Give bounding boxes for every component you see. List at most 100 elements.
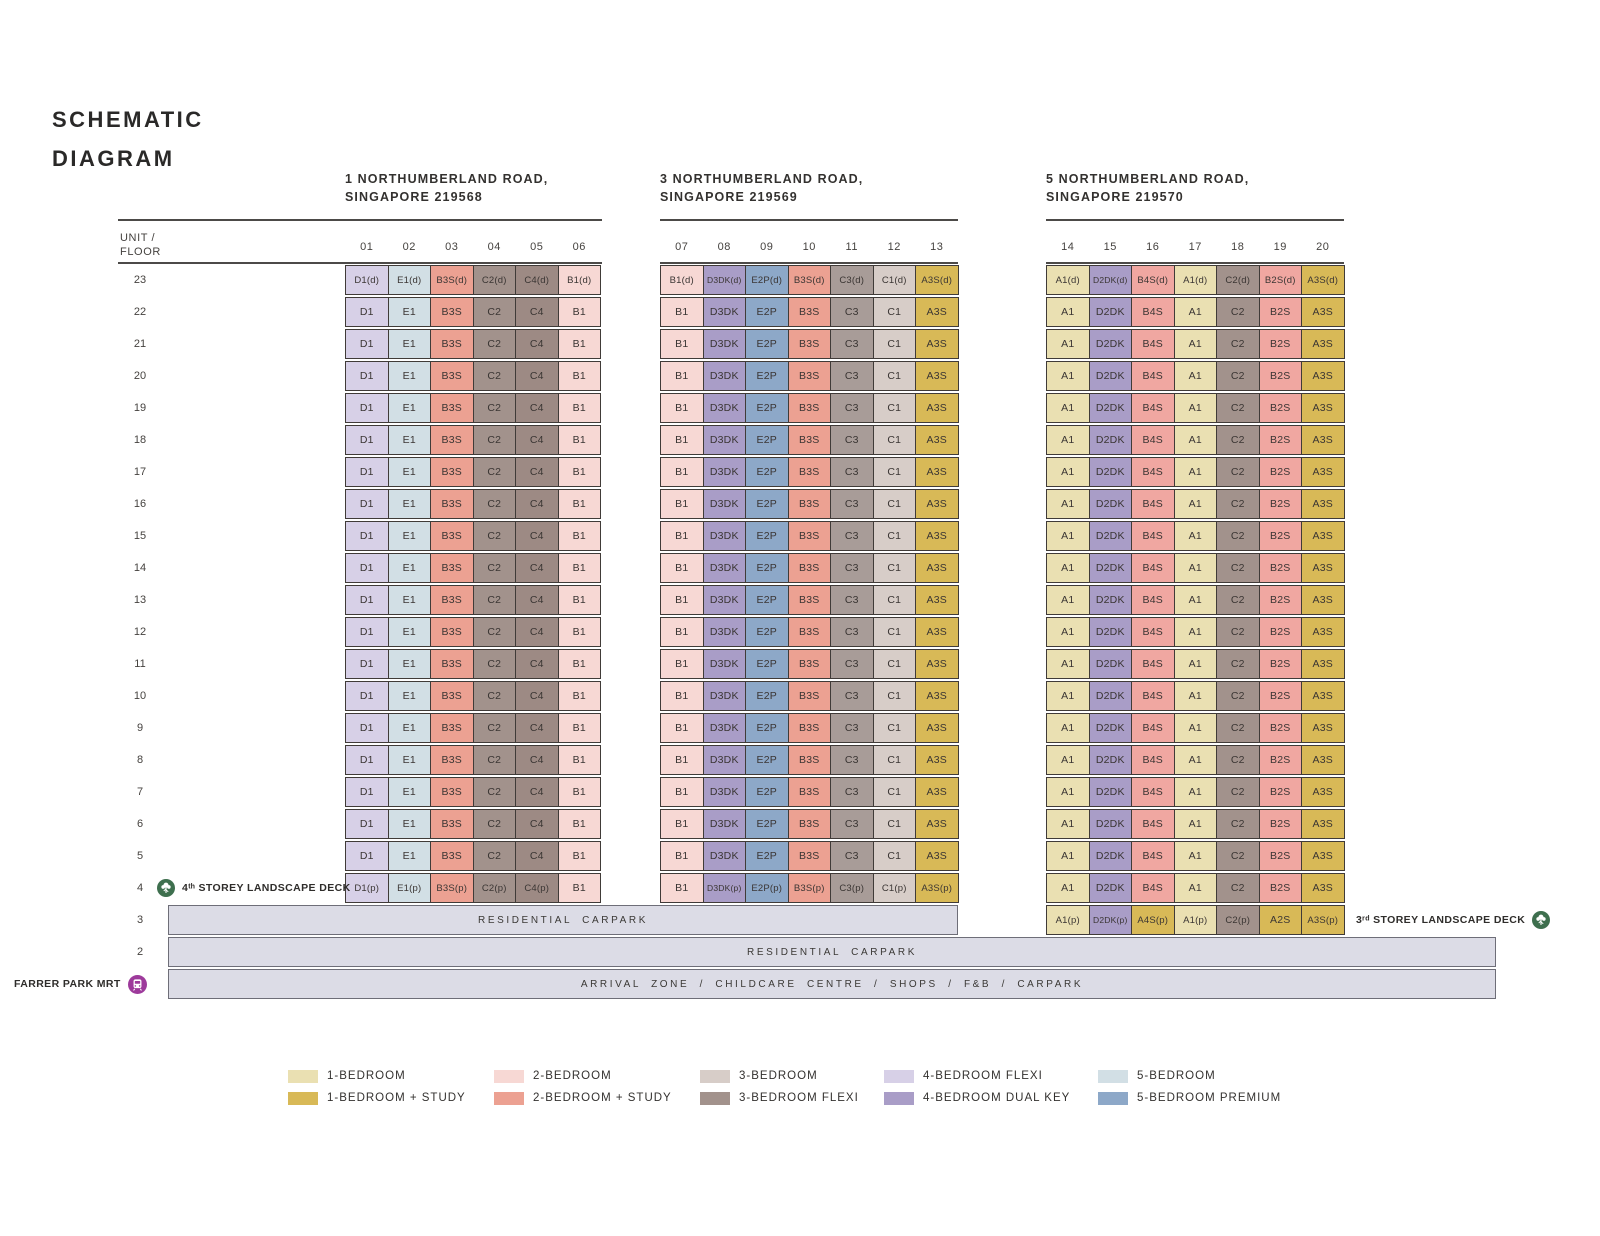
floor-row: D1 E1 B3S C2 C4 B1 [345, 777, 601, 807]
tower2-address-line2: SINGAPORE 219569 [660, 190, 798, 204]
deck4-annotation: 4ᵗʰ STOREY LANDSCAPE DECK [157, 873, 351, 903]
unit-cell: B3S(p) [430, 873, 474, 903]
unit-cell: B2S [1258, 841, 1302, 871]
unit-cell: C1 [872, 329, 916, 359]
unit-cell: C3 [830, 617, 874, 647]
unit-cell: D2DK(p) [1088, 905, 1132, 935]
unit-cell: A3S(d) [915, 265, 959, 295]
floor-row: B1 D3DK E2P B3S C3 C1 A3S [660, 553, 959, 583]
unit-cell: A3S [1301, 425, 1345, 455]
floor-row: A1 D2DK B4S A1 C2 B2S A3S [1046, 361, 1345, 391]
legend-swatch [700, 1091, 730, 1105]
unit-cell: A1 [1046, 841, 1090, 871]
unit-cell: C3 [830, 393, 874, 423]
floor-row: D1 E1 B3S C2 C4 B1 [345, 425, 601, 455]
legend-item: 4-BEDROOM DUAL KEY [884, 1091, 1070, 1105]
unit-floor-line1: UNIT / [120, 232, 156, 244]
legend-label: 4-BEDROOM DUAL KEY [923, 1092, 1071, 1104]
unit-cell: C3 [830, 585, 874, 615]
unit-cell: C4 [515, 617, 559, 647]
unit-cell: A1 [1173, 489, 1217, 519]
unit-cell: C2 [1216, 617, 1260, 647]
unit-cell: D2DK [1088, 681, 1132, 711]
floor-row: D1 E1 B3S C2 C4 B1 [345, 649, 601, 679]
unit-cell: D2DK [1088, 457, 1132, 487]
unit-cell: C3 [830, 809, 874, 839]
floor-row: A1 D2DK B4S A1 C2 B2S A3S [1046, 297, 1345, 327]
legend-swatch [494, 1091, 524, 1105]
unit-cell: B1 [557, 841, 601, 871]
unit-cell: B1 [660, 489, 704, 519]
floor-row: D1 E1 B3S C2 C4 B1 [345, 329, 601, 359]
unit-cell: B3S [430, 617, 474, 647]
floor-row: B1 D3DK E2P B3S C3 C1 A3S [660, 457, 959, 487]
floor-number: 23 [133, 274, 147, 286]
unit-cell: A1 [1173, 809, 1217, 839]
unit-cell: A1 [1046, 585, 1090, 615]
legend-item: 4-BEDROOM FLEXI [884, 1069, 1043, 1083]
floor-row: D1(p) E1(p) B3S(p) C2(p) C4(p) B1 [345, 873, 601, 903]
unit-cell: A1 [1046, 297, 1090, 327]
unit-cell: B1 [557, 393, 601, 423]
floor-row: D1 E1 B3S C2 C4 B1 [345, 585, 601, 615]
unit-cell: C3 [830, 457, 874, 487]
arrival-zone-band-label: ARRIVAL ZONE / CHILDCARE CENTRE / SHOPS … [580, 978, 1084, 990]
unit-cell: E1 [387, 745, 431, 775]
unit-cell: C2 [472, 777, 516, 807]
tower3-address: 5 NORTHUMBERLAND ROAD, SINGAPORE 219570 [1046, 170, 1249, 206]
unit-cell: C2 [1216, 457, 1260, 487]
legend-label: 2-BEDROOM + STUDY [533, 1092, 672, 1104]
legend-swatch [884, 1091, 914, 1105]
unit-cell: C4(p) [515, 873, 559, 903]
unit-cell: A3S(p) [1301, 905, 1345, 935]
unit-cell: A3S [915, 841, 959, 871]
unit-cell: B2S [1258, 553, 1302, 583]
floor-row: A1 D2DK B4S A1 C2 B2S A3S [1046, 617, 1345, 647]
unit-cell: C4 [515, 649, 559, 679]
unit-cell: E2P(p) [745, 873, 789, 903]
carpark-band-floor2-label: RESIDENTIAL CARPARK [747, 946, 917, 958]
unit-cell: B4S [1131, 297, 1175, 327]
unit-cell: D3DK [702, 361, 746, 391]
unit-cell: B1 [557, 809, 601, 839]
tower2-header-rule [660, 219, 958, 221]
unit-cell: E2P [745, 425, 789, 455]
unit-cell: B1 [557, 361, 601, 391]
unit-cell: A1 [1046, 617, 1090, 647]
unit-cell: A1 [1173, 585, 1217, 615]
legend-label: 4-BEDROOM FLEXI [923, 1070, 1043, 1082]
unit-cell: C2 [472, 809, 516, 839]
unit-cell: D3DK [702, 777, 746, 807]
unit-cell: D3DK [702, 585, 746, 615]
legend-item: 3-BEDROOM [700, 1069, 818, 1083]
unit-cell: C2 [472, 329, 516, 359]
unit-cell: D2DK [1088, 649, 1132, 679]
unit-cell: C2 [472, 681, 516, 711]
unit-cell: B1 [660, 809, 704, 839]
unit-cell: A3S [1301, 681, 1345, 711]
unit-cell: D2DK [1088, 585, 1132, 615]
unit-cell: A3S [915, 617, 959, 647]
floor-row: B1 D3DK E2P B3S C3 C1 A3S [660, 425, 959, 455]
unit-cell: B2S [1258, 617, 1302, 647]
unit-cell: E1 [387, 809, 431, 839]
floor-number: 12 [133, 626, 147, 638]
carpark-band-floor3-label: RESIDENTIAL CARPARK [478, 914, 648, 926]
unit-cell: B1 [557, 873, 601, 903]
unit-cell: B4S [1131, 361, 1175, 391]
unit-cell: D2DK [1088, 713, 1132, 743]
unit-cell: B3S [430, 681, 474, 711]
unit-cell: C2 [1216, 521, 1260, 551]
unit-cell: B2S(d) [1258, 265, 1302, 295]
unit-cell: D3DK [702, 649, 746, 679]
unit-cell: B3S [430, 841, 474, 871]
floor-row: B1 D3DK E2P B3S C3 C1 A3S [660, 361, 959, 391]
unit-floor-line2: FLOOR [120, 246, 161, 258]
legend-swatch [288, 1069, 318, 1083]
unit-cell: B3S [430, 393, 474, 423]
unit-cell: E1 [387, 649, 431, 679]
unit-cell: A3S [1301, 329, 1345, 359]
unit-cell: D2DK [1088, 425, 1132, 455]
unit-cell: C4 [515, 361, 559, 391]
unit-cell: C2 [1216, 681, 1260, 711]
